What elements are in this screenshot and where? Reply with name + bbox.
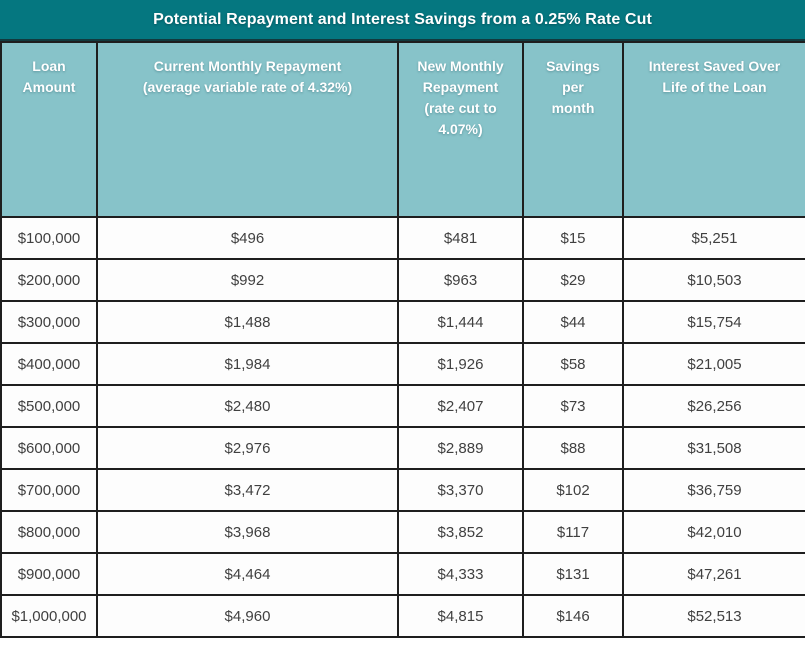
table-cell: $2,889 (397, 426, 524, 470)
table-title: Potential Repayment and Interest Savings… (153, 10, 652, 28)
table-title-bar: Potential Repayment and Interest Savings… (0, 0, 805, 41)
table-cell: $52,513 (622, 594, 805, 638)
table-cell: $400,000 (0, 342, 98, 386)
table-cell: $131 (522, 552, 624, 596)
table-cell: $100,000 (0, 216, 98, 260)
table-cell: $36,759 (622, 468, 805, 512)
table-cell: $102 (522, 468, 624, 512)
table-cell: $1,984 (96, 342, 399, 386)
table-row: $500,000 $2,480 $2,407 $73 $26,256 (0, 384, 805, 428)
data-table: Loan Amount Current Monthly Repayment (a… (0, 41, 805, 638)
table-cell: $29 (522, 258, 624, 302)
table-row: $800,000 $3,968 $3,852 $117 $42,010 (0, 510, 805, 554)
table-cell: $1,926 (397, 342, 524, 386)
table-cell: $1,000,000 (0, 594, 98, 638)
table-body: $100,000 $496 $481 $15 $5,251 $200,000 $992 $96… (0, 216, 805, 638)
table-cell: $496 (96, 216, 399, 260)
table-row: $700,000 $3,472 $3,370 $102 $36,759 (0, 468, 805, 512)
table-row: $200,000 $992 $963 $29 $10,503 (0, 258, 805, 302)
table-cell: $10,503 (622, 258, 805, 302)
table-cell: $58 (522, 342, 624, 386)
table-cell: $600,000 (0, 426, 98, 470)
table-cell: $146 (522, 594, 624, 638)
table-cell: $4,464 (96, 552, 399, 596)
table-cell: $15 (522, 216, 624, 260)
table-cell: $200,000 (0, 258, 98, 302)
table-row: $600,000 $2,976 $2,889 $88 $31,508 (0, 426, 805, 470)
table-cell: $3,472 (96, 468, 399, 512)
table-cell: $300,000 (0, 300, 98, 344)
table-cell: $5,251 (622, 216, 805, 260)
table-cell: $2,480 (96, 384, 399, 428)
table-cell: $1,444 (397, 300, 524, 344)
col-header-loan-amount: Loan Amount (0, 41, 98, 218)
table-cell: $500,000 (0, 384, 98, 428)
table-row: $400,000 $1,984 $1,926 $58 $21,005 (0, 342, 805, 386)
table-cell: $2,407 (397, 384, 524, 428)
table-cell: $26,256 (622, 384, 805, 428)
table-cell: $900,000 (0, 552, 98, 596)
table-cell: $4,815 (397, 594, 524, 638)
table-row: $900,000 $4,464 $4,333 $131 $47,261 (0, 552, 805, 596)
table-cell: $88 (522, 426, 624, 470)
table-cell: $992 (96, 258, 399, 302)
table-cell: $15,754 (622, 300, 805, 344)
col-header-interest-saved: Interest Saved Over Life of the Loan (622, 41, 805, 218)
table-cell: $44 (522, 300, 624, 344)
table-cell: $1,488 (96, 300, 399, 344)
table-cell: $3,370 (397, 468, 524, 512)
table-cell: $700,000 (0, 468, 98, 512)
col-header-new-repayment: New Monthly Repayment (rate cut to 4.07%… (397, 41, 524, 218)
table-cell: $42,010 (622, 510, 805, 554)
table-cell: $3,852 (397, 510, 524, 554)
table-cell: $800,000 (0, 510, 98, 554)
col-header-current-repayment: Current Monthly Repayment (average varia… (96, 41, 399, 218)
table-cell: $2,976 (96, 426, 399, 470)
table-row: $300,000 $1,488 $1,444 $44 $15,754 (0, 300, 805, 344)
table-cell: $481 (397, 216, 524, 260)
table-row: $1,000,000 $4,960 $4,815 $146 $52,513 (0, 594, 805, 638)
table-cell: $4,960 (96, 594, 399, 638)
table-cell: $4,333 (397, 552, 524, 596)
table-cell: $73 (522, 384, 624, 428)
table-cell: $117 (522, 510, 624, 554)
table-cell: $3,968 (96, 510, 399, 554)
col-header-savings-per-month: Savings per month (522, 41, 624, 218)
table-cell: $47,261 (622, 552, 805, 596)
table-row: $100,000 $496 $481 $15 $5,251 (0, 216, 805, 260)
table-cell: $31,508 (622, 426, 805, 470)
table-cell: $963 (397, 258, 524, 302)
table-cell: $21,005 (622, 342, 805, 386)
header-row: Loan Amount Current Monthly Repayment (a… (0, 41, 805, 218)
